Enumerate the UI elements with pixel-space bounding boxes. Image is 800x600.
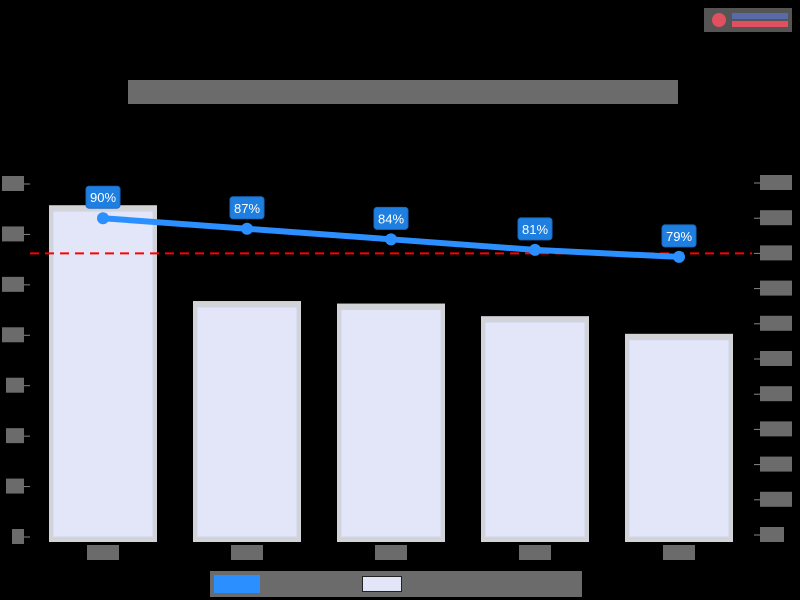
line-point — [385, 233, 397, 246]
logo-text — [732, 13, 788, 27]
line-point — [241, 222, 253, 235]
right-axis-tick-label — [760, 175, 792, 190]
logo-mark-icon — [712, 13, 726, 27]
legend-bar-label: [redacted] — [402, 577, 582, 591]
line-point — [529, 243, 541, 256]
x-axis-tick-label — [231, 545, 263, 560]
data-label-badge — [373, 206, 409, 230]
bar — [628, 339, 730, 538]
legend-bar-swatch — [362, 576, 402, 592]
x-axis-tick-label — [375, 545, 407, 560]
left-axis-tick-label — [2, 226, 24, 242]
legend-line-label: [redacted] — [264, 577, 362, 591]
left-axis-tick-label — [2, 276, 24, 292]
x-axis-tick-label — [663, 545, 695, 560]
right-axis-tick-label — [760, 491, 792, 507]
bar — [484, 321, 586, 538]
right-axis-tick-label — [760, 280, 792, 296]
left-axis-tick-label — [12, 529, 24, 544]
right-axis-tick-label — [760, 421, 792, 437]
data-label-badge — [85, 185, 121, 209]
line-point — [673, 250, 685, 263]
right-axis-tick-label — [760, 351, 792, 366]
x-axis-tick-label — [87, 545, 119, 560]
data-label-badge — [661, 224, 697, 248]
right-axis-tick-label — [760, 210, 792, 226]
data-label-text: 90% — [90, 190, 116, 205]
x-axis-tick-label — [519, 545, 551, 560]
data-label-text: 84% — [378, 211, 404, 226]
bar — [196, 306, 298, 538]
right-axis-tick-label — [760, 456, 792, 472]
left-axis-tick-label — [6, 428, 24, 444]
data-label-text: 81% — [522, 222, 548, 237]
right-axis-tick-label — [760, 245, 792, 261]
data-label-text: 79% — [666, 229, 692, 244]
chart-title: [redacted] — [128, 80, 678, 104]
bar — [52, 210, 154, 538]
data-label-badge — [229, 196, 265, 220]
left-axis-tick-label — [6, 478, 24, 494]
line-point — [97, 212, 109, 225]
bar — [340, 309, 442, 538]
left-axis-tick-label — [6, 377, 24, 393]
legend: [redacted] [redacted] — [210, 571, 582, 597]
logo — [704, 8, 792, 32]
left-axis-tick-label — [2, 176, 24, 191]
right-axis-tick-label — [760, 386, 792, 402]
left-axis-tick-label — [2, 327, 24, 343]
right-axis-tick-label — [760, 315, 792, 331]
right-axis-tick-label — [760, 527, 784, 542]
data-label-text: 87% — [234, 201, 260, 216]
data-label-badge — [517, 217, 553, 241]
legend-line-swatch — [214, 575, 260, 593]
